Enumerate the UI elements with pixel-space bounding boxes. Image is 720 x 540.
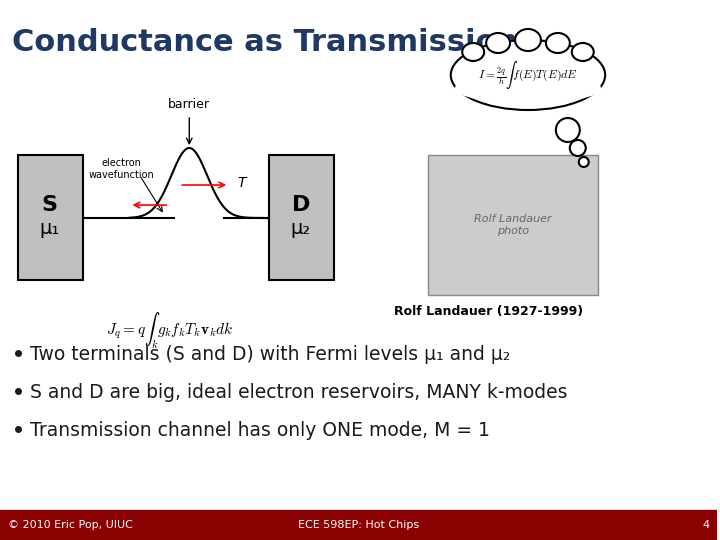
Ellipse shape: [451, 40, 606, 110]
Text: S and D are big, ideal electron reservoirs, MANY k-modes: S and D are big, ideal electron reservoi…: [30, 383, 567, 402]
Text: Two terminals (S and D) with Fermi levels μ₁ and μ₂: Two terminals (S and D) with Fermi level…: [30, 345, 510, 364]
Text: $J_q = q\int_k g_k f_k T_k \mathbf{v}_k dk$: $J_q = q\int_k g_k f_k T_k \mathbf{v}_k …: [106, 310, 233, 350]
Text: μ₁: μ₁: [40, 219, 60, 238]
Circle shape: [570, 140, 586, 156]
Bar: [428, 155, 598, 295]
Ellipse shape: [456, 73, 600, 103]
Text: μ₂: μ₂: [291, 219, 311, 238]
Text: Rolf Landauer (1927-1999): Rolf Landauer (1927-1999): [394, 305, 582, 318]
Bar: [18, 155, 83, 280]
Text: D: D: [292, 195, 310, 215]
Text: Rolf Landauer
photo: Rolf Landauer photo: [474, 214, 552, 236]
Text: T: T: [237, 176, 246, 190]
Circle shape: [556, 118, 580, 142]
Text: $I = \frac{2q}{h}\int f(E)T(E)dE$: $I = \frac{2q}{h}\int f(E)T(E)dE$: [478, 59, 578, 91]
Text: Transmission channel has only ONE mode, M = 1: Transmission channel has only ONE mode, …: [30, 421, 490, 440]
Circle shape: [579, 157, 589, 167]
Text: electron
wavefunction: electron wavefunction: [89, 158, 154, 180]
Ellipse shape: [515, 29, 541, 51]
Text: 4: 4: [702, 520, 709, 530]
Bar: [269, 155, 334, 280]
Text: © 2010 Eric Pop, UIUC: © 2010 Eric Pop, UIUC: [8, 520, 133, 530]
Text: ECE 598EP: Hot Chips: ECE 598EP: Hot Chips: [298, 520, 419, 530]
Ellipse shape: [486, 33, 510, 53]
Ellipse shape: [546, 33, 570, 53]
Text: barrier: barrier: [168, 98, 210, 111]
Text: Conductance as Transmission: Conductance as Transmission: [12, 28, 518, 57]
Bar: [0, 510, 717, 540]
Text: S: S: [42, 195, 58, 215]
Ellipse shape: [462, 43, 484, 61]
Ellipse shape: [572, 43, 594, 61]
